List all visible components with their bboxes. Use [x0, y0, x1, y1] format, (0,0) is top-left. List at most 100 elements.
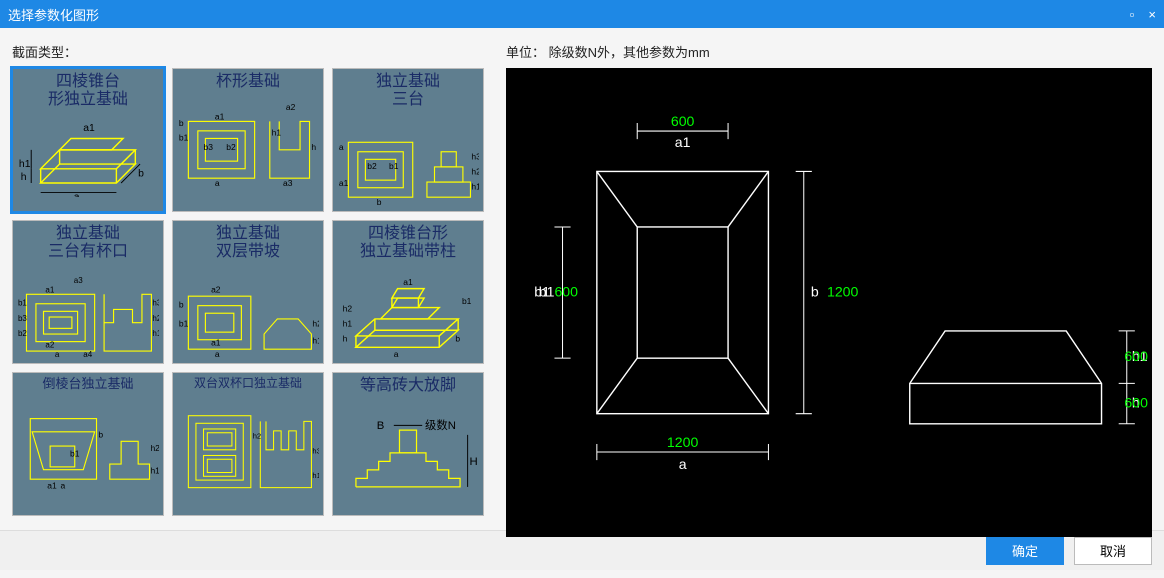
svg-text:b: b [138, 168, 144, 179]
svg-text:h3: h3 [152, 298, 159, 307]
svg-text:h1: h1 [312, 335, 319, 345]
svg-text:B: B [377, 421, 385, 433]
svg-text:a1: a1 [45, 285, 54, 294]
thumb-double-step-double-cup[interactable]: 双台双杯口独立基础 h2 h3 h1 [172, 372, 324, 516]
dim-a1-value: 600 [671, 113, 695, 129]
svg-text:h: h [21, 172, 27, 183]
thumb-diagram: a1b1 h2h1h ab [337, 264, 479, 359]
svg-text:b: b [455, 333, 460, 343]
thumb-frustum-with-column[interactable]: 四棱锥台形独立基础带柱 a1b1 h2h1h [332, 220, 484, 364]
thumb-diagram: aa1 b2b1 h3h2h1 b [337, 112, 479, 207]
svg-text:h2: h2 [471, 166, 479, 176]
close-icon[interactable]: × [1148, 7, 1156, 22]
thumb-three-step-cup-footing[interactable]: 独立基础三台有杯口 a1 a3 b1 b3 b2 a2 a4 a h3 h2 h1 [12, 220, 164, 364]
thumb-frustum-footing[interactable]: 四棱锥台形独立基础 a a1 b [12, 68, 164, 212]
thumb-cup-footing[interactable]: 杯形基础 a1 a2 b b1 b3 b2 h1 h a a3 [172, 68, 324, 212]
preview-canvas: 600 a1 1200 a b 1200 b1 b1 600 [506, 68, 1152, 537]
dim-a1-label: a1 [675, 134, 691, 150]
svg-text:h2: h2 [253, 431, 261, 440]
svg-text:a: a [215, 178, 220, 188]
thumb-title: 等高砖大放脚 [337, 377, 479, 395]
preview-svg: 600 a1 1200 a b 1200 b1 b1 600 [506, 68, 1152, 537]
thumb-diagram: B 级数N H [337, 397, 479, 496]
svg-text:h3: h3 [312, 446, 319, 455]
svg-text:a1: a1 [47, 481, 57, 491]
svg-text:a4: a4 [83, 350, 92, 359]
svg-text:b1: b1 [179, 133, 189, 143]
svg-text:a2: a2 [211, 284, 221, 294]
thumb-diagram: a2bb1 a1a h2h1 [177, 264, 319, 359]
thumb-diagram: a1a bb1 h2h1 [17, 394, 159, 493]
svg-text:级数N: 级数N [425, 419, 456, 433]
svg-text:a: a [55, 350, 60, 359]
thumb-diagram: h2 h3 h1 [177, 393, 319, 497]
thumb-title: 四棱锥台形独立基础 [17, 73, 159, 110]
svg-text:a: a [74, 192, 80, 197]
thumb-title: 双台双杯口独立基础 [177, 377, 319, 391]
thumb-diagram: a1 a2 b b1 b3 b2 h1 h a a3 [177, 93, 319, 188]
svg-text:h1: h1 [152, 329, 159, 338]
thumb-double-layer-slope[interactable]: 独立基础双层带坡 a2bb1 a1a h2h1 [172, 220, 324, 364]
svg-text:a: a [215, 349, 220, 359]
svg-text:b3: b3 [204, 142, 214, 152]
thumb-title: 独立基础三台 [337, 73, 479, 110]
thumb-brick-step-footing[interactable]: 等高砖大放脚 B 级数N H [332, 372, 484, 516]
section-type-label: 截面类型： [12, 42, 490, 60]
svg-text:a1: a1 [211, 337, 221, 347]
svg-text:600: 600 [1124, 348, 1148, 364]
dim-a-label: a [679, 456, 687, 472]
svg-text:a2: a2 [45, 340, 54, 349]
svg-text:b: b [179, 119, 184, 129]
svg-text:a: a [339, 142, 344, 152]
svg-text:a: a [394, 349, 399, 359]
svg-text:a1: a1 [215, 112, 225, 122]
dim-b-label: b [811, 284, 819, 300]
thumb-diagram: a a1 b h1 h [17, 112, 159, 197]
svg-text:h1: h1 [19, 159, 31, 170]
svg-text:b: b [98, 429, 103, 439]
svg-text:H: H [470, 457, 478, 469]
ok-button[interactable]: 确定 [986, 537, 1064, 565]
unit-label: 单位： 除级数N外，其他参数为mm [506, 42, 1152, 60]
svg-text:b1: b1 [462, 296, 472, 306]
svg-text:h3: h3 [471, 151, 479, 161]
dim-b-value: 1200 [827, 284, 859, 300]
thumb-title: 杯形基础 [177, 73, 319, 91]
svg-text:b1: b1 [18, 298, 27, 307]
svg-text:h: h [311, 142, 316, 152]
svg-text:h1: h1 [312, 471, 319, 480]
svg-text:h1: h1 [471, 181, 479, 191]
svg-text:b1: b1 [179, 318, 189, 328]
thumb-title: 四棱锥台形独立基础带柱 [337, 225, 479, 262]
thumb-title: 独立基础三台有杯口 [17, 225, 159, 262]
svg-text:h2: h2 [150, 443, 159, 453]
svg-text:a1: a1 [403, 277, 413, 287]
titlebar: 选择参数化图形 ▫ × [0, 0, 1164, 28]
svg-text:b1: b1 [389, 161, 399, 171]
content-area: 截面类型： 四棱锥台形独立基础 a [0, 28, 1164, 530]
svg-text:h1: h1 [272, 128, 282, 138]
svg-text:a3: a3 [283, 178, 293, 188]
svg-text:a1: a1 [83, 123, 95, 134]
cancel-button[interactable]: 取消 [1074, 537, 1152, 565]
svg-text:a1: a1 [339, 178, 349, 188]
svg-text:h2: h2 [152, 314, 159, 323]
thumb-title: 倒棱台独立基础 [17, 377, 159, 392]
svg-text:b1: b1 [534, 284, 550, 300]
svg-text:a2: a2 [286, 102, 296, 112]
svg-text:b1: b1 [70, 448, 80, 458]
dim-a-value: 1200 [667, 434, 699, 450]
thumb-inverted-frustum[interactable]: 倒棱台独立基础 a1a bb1 h2h1 [12, 372, 164, 516]
svg-text:h2: h2 [312, 318, 319, 328]
svg-text:a3: a3 [74, 276, 83, 285]
thumb-diagram: a1 a3 b1 b3 b2 a2 a4 a h3 h2 h1 [17, 264, 159, 359]
svg-text:b2: b2 [226, 142, 236, 152]
minimize-icon[interactable]: ▫ [1130, 7, 1135, 22]
svg-text:b2: b2 [18, 329, 27, 338]
thumbnail-grid: 四棱锥台形独立基础 a a1 b [12, 68, 490, 516]
dim-b1-value: 600 [554, 284, 578, 300]
dim-h-value: 600 [1124, 395, 1148, 411]
thumb-three-step-footing[interactable]: 独立基础三台 aa1 b2b1 h3h2h1 b [332, 68, 484, 212]
svg-text:h2: h2 [343, 303, 353, 313]
svg-text:b3: b3 [18, 314, 27, 323]
